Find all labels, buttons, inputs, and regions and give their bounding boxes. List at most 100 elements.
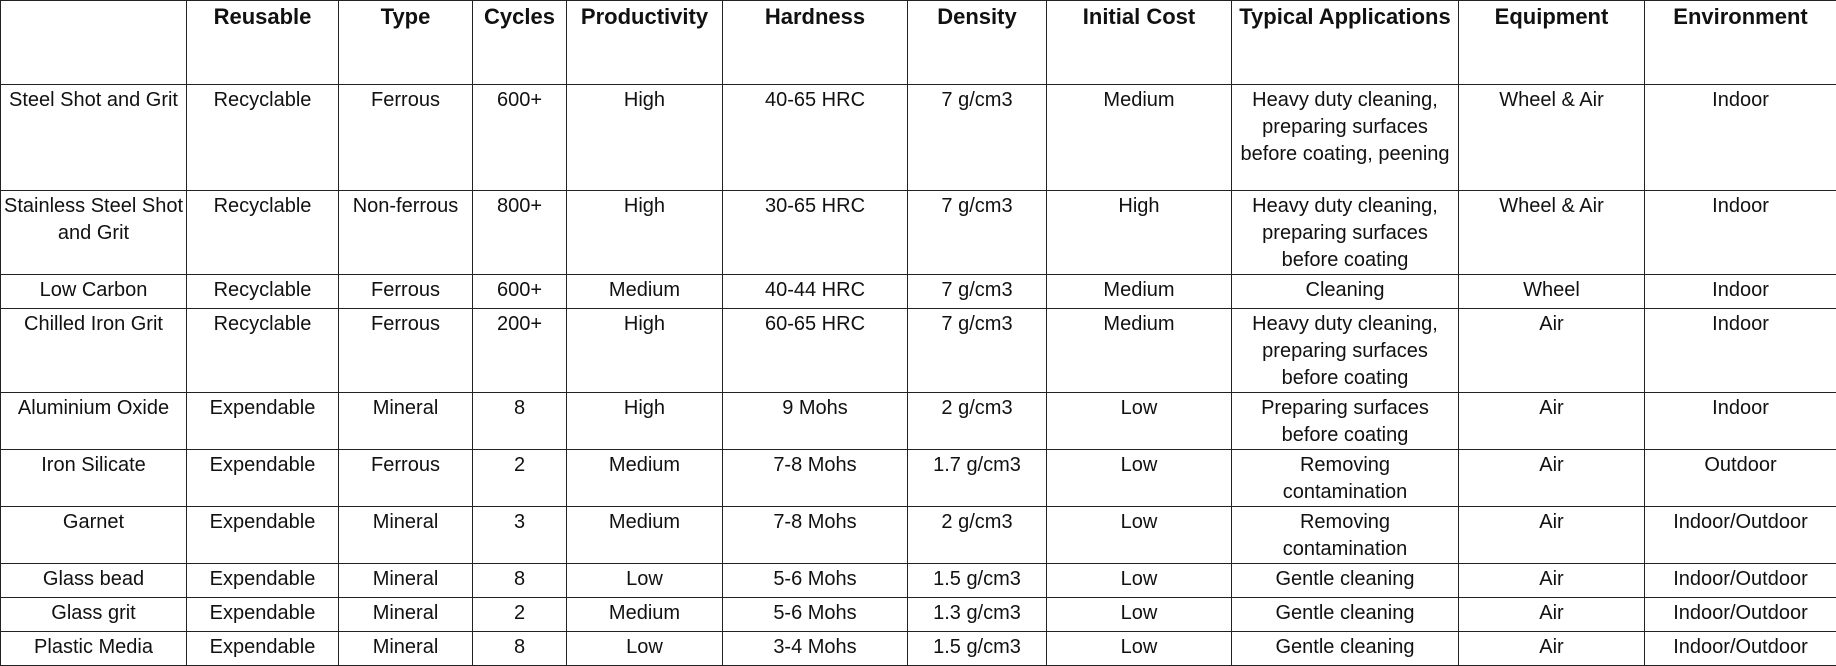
cell-productivity: High <box>567 85 723 191</box>
cell-material: Garnet <box>1 507 187 564</box>
cell-equipment: Air <box>1459 564 1645 598</box>
cell-material: Glass bead <box>1 564 187 598</box>
cell-material: Iron Silicate <box>1 450 187 507</box>
cell-hardness: 60-65 HRC <box>723 309 908 393</box>
cell-typical-applications: Preparing surfaces before coating <box>1232 393 1459 450</box>
header-material <box>1 1 187 85</box>
header-reusable: Reusable <box>187 1 339 85</box>
cell-typical-applications: Removing contamination <box>1232 507 1459 564</box>
cell-type: Non-ferrous <box>339 191 473 275</box>
table-row: Low Carbon Recyclable Ferrous 600+ Mediu… <box>1 275 1836 309</box>
cell-type: Ferrous <box>339 275 473 309</box>
cell-density: 1.5 g/cm3 <box>908 564 1047 598</box>
cell-density: 2 g/cm3 <box>908 393 1047 450</box>
table-row: Garnet Expendable Mineral 3 Medium 7-8 M… <box>1 507 1836 564</box>
cell-environment: Indoor/Outdoor <box>1645 598 1836 632</box>
cell-reusable: Expendable <box>187 393 339 450</box>
table-row: Steel Shot and Grit Recyclable Ferrous 6… <box>1 85 1836 191</box>
header-equipment: Equipment <box>1459 1 1645 85</box>
cell-material: Stainless Steel Shot and Grit <box>1 191 187 275</box>
header-productivity: Productivity <box>567 1 723 85</box>
cell-material: Aluminium Oxide <box>1 393 187 450</box>
cell-initial-cost: Low <box>1047 598 1232 632</box>
cell-type: Ferrous <box>339 450 473 507</box>
cell-density: 7 g/cm3 <box>908 309 1047 393</box>
cell-environment: Indoor/Outdoor <box>1645 564 1836 598</box>
cell-cycles: 2 <box>473 598 567 632</box>
cell-hardness: 30-65 HRC <box>723 191 908 275</box>
cell-productivity: Low <box>567 564 723 598</box>
cell-environment: Outdoor <box>1645 450 1836 507</box>
cell-reusable: Expendable <box>187 564 339 598</box>
cell-equipment: Air <box>1459 450 1645 507</box>
cell-productivity: Medium <box>567 507 723 564</box>
cell-productivity: High <box>567 191 723 275</box>
cell-hardness: 5-6 Mohs <box>723 564 908 598</box>
cell-hardness: 9 Mohs <box>723 393 908 450</box>
table-row: Stainless Steel Shot and Grit Recyclable… <box>1 191 1836 275</box>
header-initial-cost: Initial Cost <box>1047 1 1232 85</box>
cell-typical-applications: Gentle cleaning <box>1232 598 1459 632</box>
cell-reusable: Recyclable <box>187 309 339 393</box>
cell-productivity: Medium <box>567 275 723 309</box>
cell-reusable: Recyclable <box>187 85 339 191</box>
cell-material: Glass grit <box>1 598 187 632</box>
cell-equipment: Air <box>1459 309 1645 393</box>
cell-reusable: Expendable <box>187 598 339 632</box>
cell-hardness: 40-44 HRC <box>723 275 908 309</box>
cell-type: Mineral <box>339 507 473 564</box>
cell-density: 2 g/cm3 <box>908 507 1047 564</box>
cell-cycles: 2 <box>473 450 567 507</box>
cell-productivity: Medium <box>567 450 723 507</box>
cell-equipment: Wheel & Air <box>1459 85 1645 191</box>
header-typical-applications: Typical Applications <box>1232 1 1459 85</box>
cell-type: Mineral <box>339 598 473 632</box>
cell-reusable: Expendable <box>187 450 339 507</box>
cell-type: Ferrous <box>339 85 473 191</box>
table-row: Aluminium Oxide Expendable Mineral 8 Hig… <box>1 393 1836 450</box>
cell-initial-cost: Low <box>1047 450 1232 507</box>
cell-initial-cost: Low <box>1047 564 1232 598</box>
cell-density: 1.7 g/cm3 <box>908 450 1047 507</box>
cell-initial-cost: High <box>1047 191 1232 275</box>
cell-cycles: 600+ <box>473 275 567 309</box>
cell-initial-cost: Medium <box>1047 275 1232 309</box>
cell-cycles: 8 <box>473 393 567 450</box>
cell-hardness: 5-6 Mohs <box>723 598 908 632</box>
cell-type: Ferrous <box>339 309 473 393</box>
header-type: Type <box>339 1 473 85</box>
cell-typical-applications: Cleaning <box>1232 275 1459 309</box>
table-row: Chilled Iron Grit Recyclable Ferrous 200… <box>1 309 1836 393</box>
cell-material: Low Carbon <box>1 275 187 309</box>
cell-equipment: Air <box>1459 507 1645 564</box>
cell-density: 7 g/cm3 <box>908 275 1047 309</box>
cell-cycles: 200+ <box>473 309 567 393</box>
cell-cycles: 800+ <box>473 191 567 275</box>
cell-typical-applications: Heavy duty cleaning, preparing surfaces … <box>1232 309 1459 393</box>
cell-environment: Indoor <box>1645 191 1836 275</box>
table-row: Glass bead Expendable Mineral 8 Low 5-6 … <box>1 564 1836 598</box>
cell-environment: Indoor/Outdoor <box>1645 507 1836 564</box>
cell-typical-applications: Heavy duty cleaning, preparing surfaces … <box>1232 85 1459 191</box>
cell-productivity: Medium <box>567 598 723 632</box>
cell-hardness: 7-8 Mohs <box>723 507 908 564</box>
cell-density: 7 g/cm3 <box>908 85 1047 191</box>
table-row: Glass grit Expendable Mineral 2 Medium 5… <box>1 598 1836 632</box>
cell-reusable: Recyclable <box>187 275 339 309</box>
cell-environment: Indoor <box>1645 275 1836 309</box>
cell-type: Mineral <box>339 393 473 450</box>
cell-hardness: 7-8 Mohs <box>723 450 908 507</box>
cell-cycles: 600+ <box>473 85 567 191</box>
cell-environment: Indoor <box>1645 393 1836 450</box>
cell-cycles: 3 <box>473 507 567 564</box>
cell-initial-cost: Medium <box>1047 85 1232 191</box>
cell-equipment: Air <box>1459 598 1645 632</box>
cell-equipment: Air <box>1459 393 1645 450</box>
cell-typical-applications: Gentle cleaning <box>1232 564 1459 598</box>
cell-material: Chilled Iron Grit <box>1 309 187 393</box>
cell-cycles: 8 <box>473 564 567 598</box>
cell-productivity: High <box>567 393 723 450</box>
cell-initial-cost: Low <box>1047 393 1232 450</box>
header-row: Reusable Type Cycles Productivity Hardne… <box>1 1 1836 85</box>
